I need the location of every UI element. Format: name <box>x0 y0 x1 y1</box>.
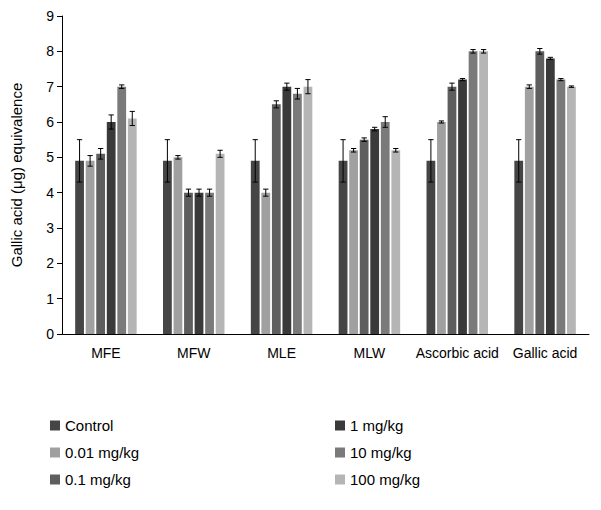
svg-text:1: 1 <box>46 291 54 307</box>
svg-text:1 mg/kg: 1 mg/kg <box>350 417 403 434</box>
svg-text:0.1 mg/kg: 0.1 mg/kg <box>65 471 131 488</box>
svg-text:7: 7 <box>46 79 54 95</box>
svg-text:MFW: MFW <box>177 345 211 361</box>
svg-text:8: 8 <box>46 43 54 59</box>
svg-text:MFE: MFE <box>91 345 121 361</box>
svg-text:0.01 mg/kg: 0.01 mg/kg <box>65 444 139 461</box>
svg-text:Ascorbic acid: Ascorbic acid <box>416 345 499 361</box>
svg-text:MLE: MLE <box>267 345 296 361</box>
svg-text:2: 2 <box>46 255 54 271</box>
svg-text:0: 0 <box>46 326 54 342</box>
svg-text:9: 9 <box>46 8 54 24</box>
svg-text:MLW: MLW <box>354 345 386 361</box>
svg-text:5: 5 <box>46 149 54 165</box>
svg-text:Gallic acid: Gallic acid <box>513 345 578 361</box>
svg-text:Control: Control <box>65 417 113 434</box>
svg-text:4: 4 <box>46 185 54 201</box>
svg-text:6: 6 <box>46 114 54 130</box>
svg-text:100 mg/kg: 100 mg/kg <box>350 471 420 488</box>
svg-text:3: 3 <box>46 220 54 236</box>
svg-text:10 mg/kg: 10 mg/kg <box>350 444 412 461</box>
svg-text:Gallic acid (μg) equivalence: Gallic acid (μg) equivalence <box>8 83 25 268</box>
